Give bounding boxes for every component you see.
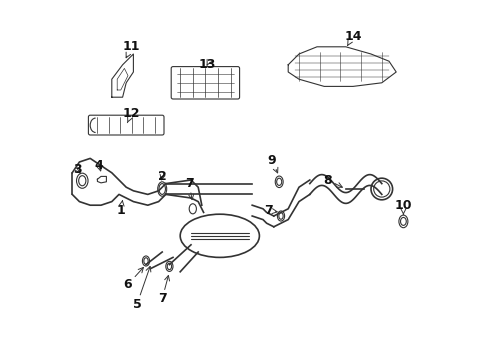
- Text: 13: 13: [198, 58, 216, 71]
- Text: 5: 5: [133, 266, 151, 311]
- Text: 7: 7: [158, 275, 170, 305]
- Text: 10: 10: [394, 199, 412, 215]
- Text: 3: 3: [74, 163, 82, 176]
- Text: 11: 11: [123, 40, 140, 58]
- Text: 1: 1: [117, 201, 125, 217]
- Text: 2: 2: [158, 170, 167, 183]
- Text: 12: 12: [123, 107, 140, 123]
- Polygon shape: [288, 47, 396, 86]
- Text: 7: 7: [185, 177, 194, 199]
- Polygon shape: [117, 68, 128, 90]
- Text: 8: 8: [323, 174, 343, 187]
- Text: 14: 14: [344, 30, 362, 45]
- Text: 9: 9: [268, 154, 278, 173]
- Text: 4: 4: [95, 159, 103, 172]
- Polygon shape: [112, 54, 133, 97]
- Text: 6: 6: [123, 267, 144, 291]
- Text: 7: 7: [264, 204, 277, 217]
